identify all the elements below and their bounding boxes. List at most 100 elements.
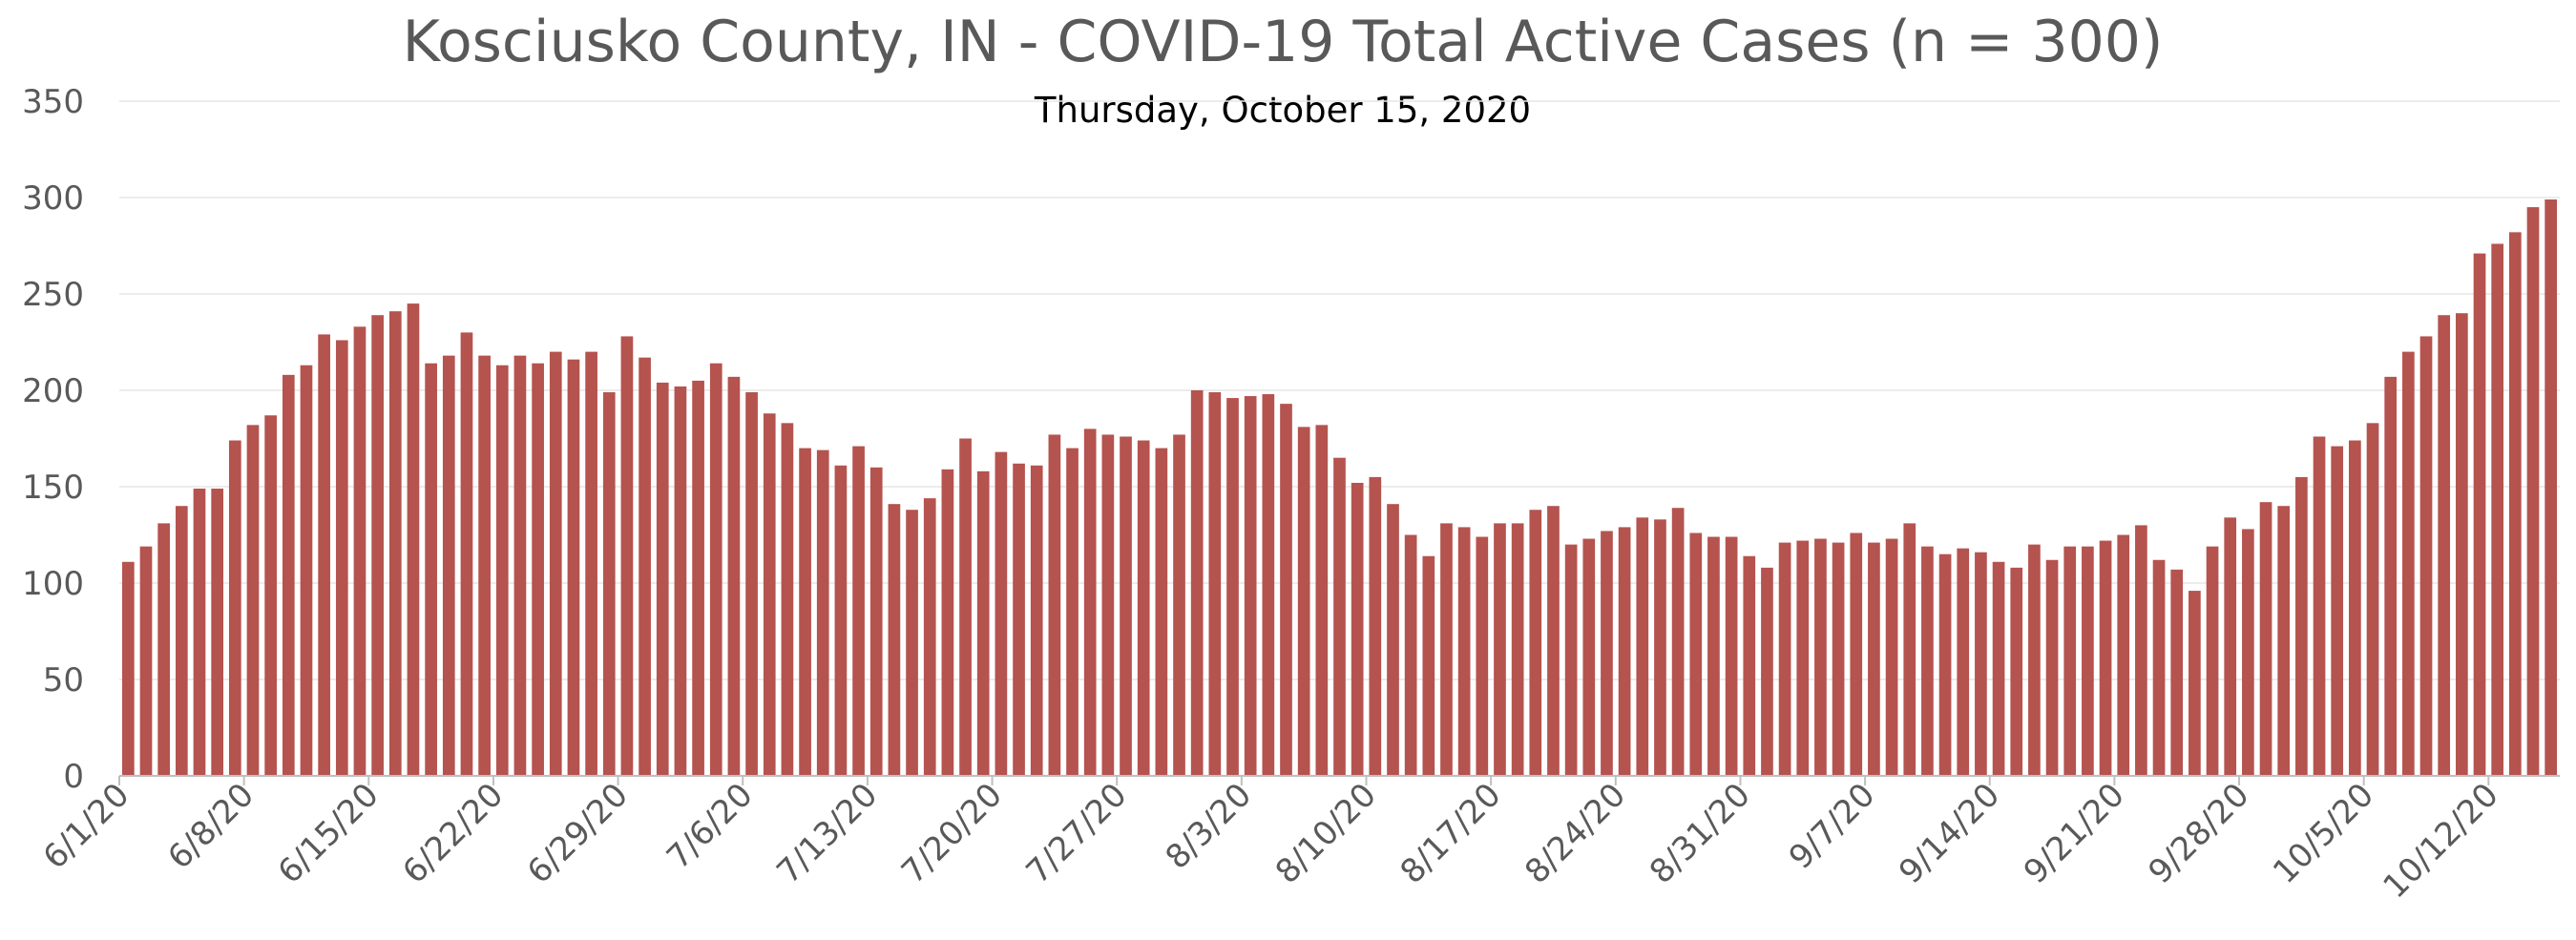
- bar: [2063, 546, 2077, 776]
- bar: [513, 355, 527, 776]
- bar: [532, 363, 544, 776]
- bar: [2045, 559, 2059, 776]
- bar: [745, 392, 758, 776]
- bar: [1564, 544, 1578, 776]
- bar: [656, 382, 669, 776]
- bar: [1083, 428, 1097, 776]
- bar: [2331, 446, 2344, 776]
- bar: [1921, 546, 1934, 776]
- y-tick-label: 350: [22, 83, 84, 121]
- y-tick-label: 50: [43, 661, 84, 700]
- bar: [2366, 423, 2379, 776]
- bar: [1975, 552, 1987, 776]
- x-tick-label: 9/28/20: [2141, 776, 2256, 891]
- bar: [1262, 394, 1275, 776]
- bar: [1992, 561, 2005, 776]
- bar: [2438, 315, 2451, 776]
- bar: [388, 311, 402, 776]
- x-tick-label: 6/15/20: [271, 776, 387, 891]
- bar: [1725, 536, 1738, 776]
- bar: [442, 355, 455, 776]
- bar: [1761, 567, 1773, 776]
- bar: [1689, 533, 1703, 776]
- bar: [495, 365, 509, 776]
- bar: [175, 506, 188, 776]
- bar: [300, 365, 313, 776]
- bar: [692, 380, 704, 776]
- bar: [781, 423, 794, 776]
- bar: [1297, 427, 1310, 776]
- bar: [407, 303, 420, 776]
- bar: [246, 425, 260, 776]
- bar: [211, 489, 223, 776]
- bar: [1066, 448, 1079, 776]
- bar: [888, 504, 901, 776]
- bar: [923, 498, 936, 776]
- bar: [2473, 253, 2486, 777]
- bar: [1173, 434, 1185, 776]
- bar: [1636, 517, 1649, 776]
- bar: [1547, 506, 1560, 776]
- bar: [478, 355, 491, 776]
- bar: [567, 359, 580, 776]
- bar: [1048, 434, 1061, 776]
- bar: [816, 449, 829, 776]
- bar: [1404, 534, 1417, 776]
- bar: [335, 340, 348, 776]
- bar: [1654, 519, 1666, 776]
- bar: [2277, 506, 2291, 776]
- bar: [709, 363, 723, 776]
- bar: [906, 510, 918, 776]
- x-axis-ticks: 6/1/20 6/8/20 6/15/20 6/22/20 6/29/20 7/6/20 7…: [36, 776, 2506, 906]
- x-tick-label: 7/6/20: [660, 776, 761, 877]
- bar: [2242, 529, 2254, 776]
- bar: [2170, 569, 2184, 776]
- bar: [799, 448, 811, 776]
- bar: [1333, 457, 1346, 776]
- bar: [2545, 199, 2558, 776]
- chart-title: Kosciusko County, IN - COVID-19 Total Ac…: [403, 9, 2164, 75]
- bar: [1618, 527, 1631, 776]
- bar: [2117, 534, 2130, 776]
- bar: [2491, 243, 2504, 777]
- bar: [121, 561, 135, 776]
- bar: [2526, 207, 2540, 777]
- bar: [1244, 396, 1257, 776]
- y-tick-label: 150: [22, 469, 84, 507]
- bar: [620, 336, 634, 776]
- bar: [941, 469, 954, 776]
- x-tick-label: 7/27/20: [1019, 776, 1135, 891]
- bar: [1155, 448, 1168, 776]
- bar: [2402, 351, 2415, 776]
- bar: [2224, 517, 2237, 776]
- bar: [1226, 398, 1239, 776]
- bar: [2010, 567, 2023, 776]
- bar: [1796, 540, 1810, 776]
- bar: [1601, 531, 1613, 776]
- y-tick-label: 100: [22, 565, 84, 603]
- bars: [121, 199, 2558, 777]
- x-tick-label: 9/21/20: [2017, 776, 2132, 891]
- bar: [1778, 542, 1791, 776]
- bar: [193, 489, 206, 776]
- bar: [1013, 463, 1025, 776]
- bar: [1582, 538, 1596, 776]
- x-tick-label: 8/24/20: [1518, 776, 1633, 891]
- bar: [1511, 523, 1524, 776]
- x-tick-label: 8/10/20: [1268, 776, 1384, 891]
- bar: [639, 357, 651, 776]
- bar: [763, 413, 776, 776]
- x-tick-label: 8/31/20: [1643, 776, 1758, 891]
- bar: [1190, 390, 1204, 776]
- bar: [1494, 523, 1506, 776]
- bar: [1457, 527, 1471, 776]
- bar: [1832, 542, 1845, 776]
- bar: [157, 523, 170, 776]
- bar: [1280, 404, 1292, 776]
- bar: [995, 451, 1008, 776]
- bar: [2295, 476, 2308, 776]
- bar: [1743, 555, 1756, 776]
- x-tick-label: 6/1/20: [36, 776, 137, 877]
- bar: [1707, 536, 1720, 776]
